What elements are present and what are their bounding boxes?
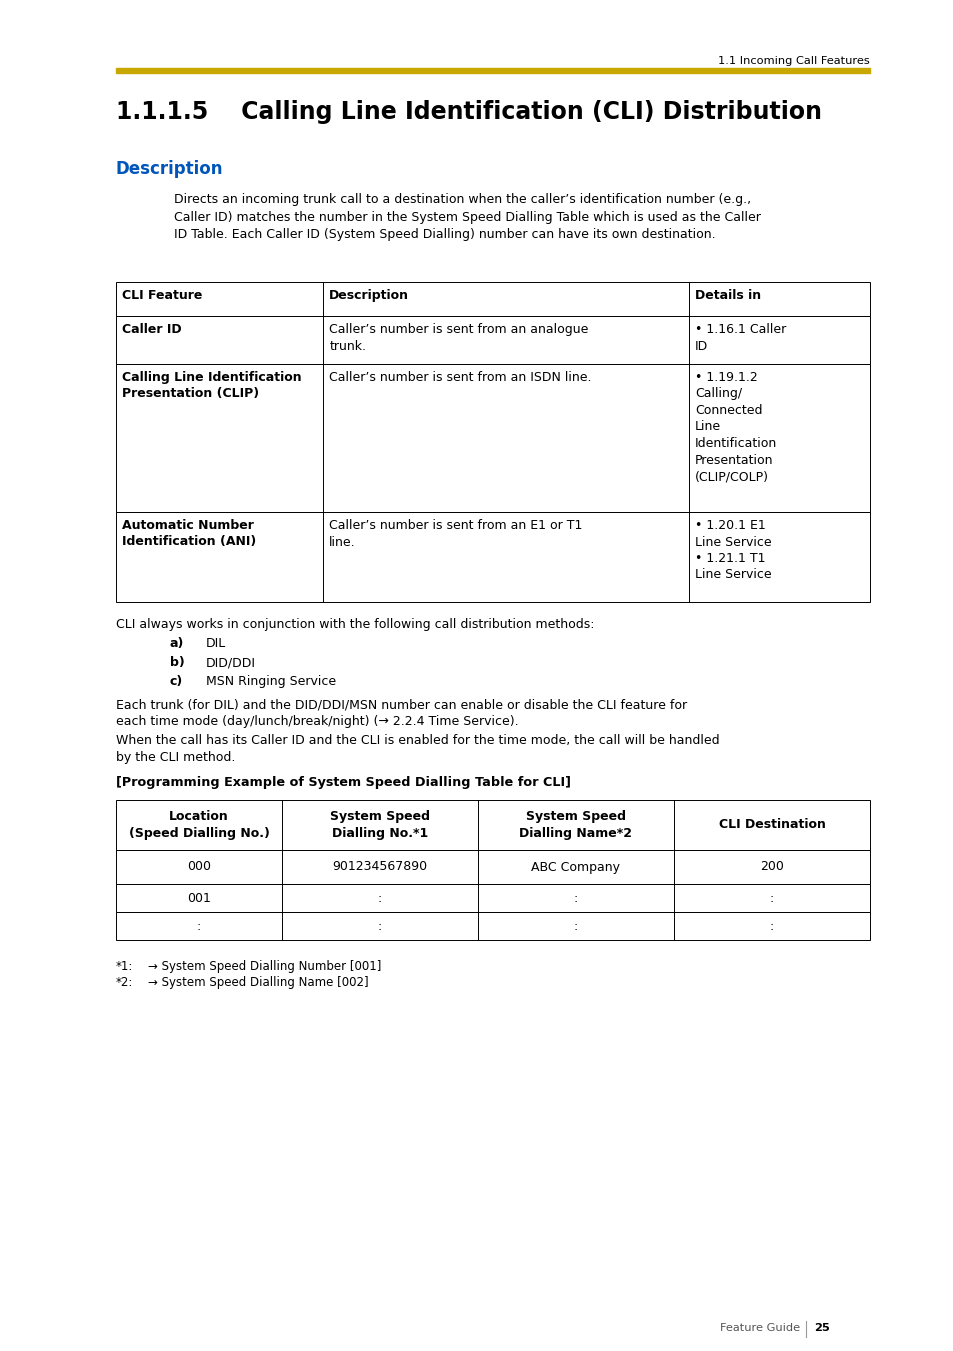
Text: 1.1 Incoming Call Features: 1.1 Incoming Call Features: [718, 55, 869, 66]
Text: :: :: [377, 920, 381, 932]
Text: Calling Line Identification
Presentation (CLIP): Calling Line Identification Presentation…: [122, 372, 301, 400]
Text: *2:: *2:: [116, 975, 133, 989]
Text: b): b): [170, 657, 185, 669]
Text: *1:: *1:: [116, 961, 133, 973]
Text: CLI Feature: CLI Feature: [122, 289, 202, 303]
Bar: [116, 850, 869, 884]
Text: → System Speed Dialling Number [001]: → System Speed Dialling Number [001]: [148, 961, 381, 973]
Text: • 1.19.1.2
Calling/
Connected
Line
Identification
Presentation
(CLIP/COLP): • 1.19.1.2 Calling/ Connected Line Ident…: [695, 372, 777, 484]
Text: • 1.16.1 Caller
ID: • 1.16.1 Caller ID: [695, 323, 785, 353]
Text: Location
(Speed Dialling No.): Location (Speed Dialling No.): [129, 811, 269, 840]
Text: :: :: [196, 920, 201, 932]
Text: → System Speed Dialling Name [002]: → System Speed Dialling Name [002]: [148, 975, 368, 989]
Text: 901234567890: 901234567890: [332, 861, 427, 874]
Text: Caller’s number is sent from an ISDN line.: Caller’s number is sent from an ISDN lin…: [329, 372, 591, 384]
Bar: [116, 68, 869, 73]
Bar: [116, 282, 869, 316]
Text: 001: 001: [187, 892, 211, 905]
Text: a): a): [170, 638, 184, 650]
Text: Each trunk (for DIL) and the DID/DDI/MSN number can enable or disable the CLI fe: Each trunk (for DIL) and the DID/DDI/MSN…: [116, 698, 686, 728]
Text: MSN Ringing Service: MSN Ringing Service: [206, 676, 335, 688]
Text: :: :: [377, 892, 381, 905]
Text: Caller’s number is sent from an E1 or T1
line.: Caller’s number is sent from an E1 or T1…: [329, 519, 582, 549]
Text: 200: 200: [760, 861, 783, 874]
Text: System Speed
Dialling Name*2: System Speed Dialling Name*2: [518, 811, 632, 840]
Text: :: :: [769, 920, 773, 932]
Text: :: :: [769, 892, 773, 905]
Text: Automatic Number
Identification (ANI): Automatic Number Identification (ANI): [122, 519, 256, 549]
Text: When the call has its Caller ID and the CLI is enabled for the time mode, the ca: When the call has its Caller ID and the …: [116, 734, 719, 765]
Text: [Programming Example of System Speed Dialling Table for CLI]: [Programming Example of System Speed Dia…: [116, 775, 571, 789]
Bar: [116, 316, 869, 363]
Text: Directs an incoming trunk call to a destination when the caller’s identification: Directs an incoming trunk call to a dest…: [173, 193, 760, 240]
Text: Details in: Details in: [695, 289, 760, 303]
Text: Caller ID: Caller ID: [122, 323, 181, 336]
Text: Caller’s number is sent from an analogue
trunk.: Caller’s number is sent from an analogue…: [329, 323, 588, 353]
Text: DIL: DIL: [206, 638, 226, 650]
Text: Feature Guide: Feature Guide: [720, 1323, 800, 1333]
Text: CLI always works in conjunction with the following call distribution methods:: CLI always works in conjunction with the…: [116, 617, 594, 631]
Text: 000: 000: [187, 861, 211, 874]
Bar: [116, 912, 869, 940]
Bar: [116, 512, 869, 603]
Text: Description: Description: [116, 159, 223, 178]
Bar: [116, 884, 869, 912]
Text: :: :: [573, 920, 578, 932]
Text: c): c): [170, 676, 183, 688]
Text: ABC Company: ABC Company: [531, 861, 619, 874]
Text: • 1.20.1 E1
Line Service
• 1.21.1 T1
Line Service: • 1.20.1 E1 Line Service • 1.21.1 T1 Lin…: [695, 519, 771, 581]
Bar: [116, 363, 869, 512]
Text: 1.1.1.5    Calling Line Identification (CLI) Distribution: 1.1.1.5 Calling Line Identification (CLI…: [116, 100, 821, 124]
Bar: [116, 800, 869, 850]
Text: CLI Destination: CLI Destination: [718, 819, 824, 831]
Text: Description: Description: [329, 289, 409, 303]
Text: 25: 25: [813, 1323, 829, 1333]
Text: DID/DDI: DID/DDI: [206, 657, 255, 669]
Text: System Speed
Dialling No.*1: System Speed Dialling No.*1: [330, 811, 430, 840]
Text: :: :: [573, 892, 578, 905]
